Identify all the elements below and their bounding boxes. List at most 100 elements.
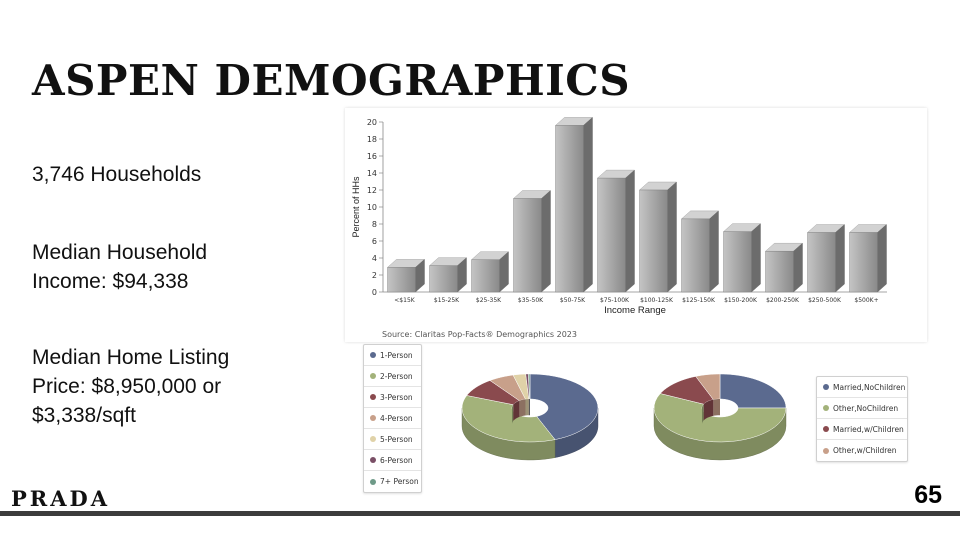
median-listing-line-2: Price: $8,950,000 or [32,375,222,398]
legend-label: 6-Person [380,455,413,465]
x-axis-title: Income Range [604,305,666,316]
bar-$15-25K [428,257,468,293]
x-tick-label: $125-150K [682,297,716,304]
households-stat: 3,746 Households [32,160,201,189]
bar-side-face [583,116,593,293]
x-tick-label: <$15K [394,297,415,304]
bar-side-face [541,190,551,293]
legend-item[interactable]: 4-Person [364,408,421,429]
bar-front-face [555,125,584,293]
y-tick-label: 18 [367,135,377,144]
y-axis-title: Percent of HHs [351,176,361,238]
legend-swatch [370,436,376,442]
bar-front-face [681,218,710,293]
income-bar-chart: 0 2 4 6 8 10 12 14 16 18 20 Percent of HHs Income Ra… [351,116,888,316]
bar-$250-500K [806,224,846,293]
legend-swatch [370,478,376,485]
legend-label: Married,w/Children [833,424,904,434]
households-text: 3,746 Households [32,163,202,186]
y-tick-label: 0 [372,288,377,297]
legend-item[interactable]: Married,NoChildren [817,377,907,398]
legend-item[interactable]: 7+ Person [364,471,421,492]
legend-swatch [370,352,376,358]
x-tick-label: $100-125K [640,297,674,304]
chart-source-note: Source: Claritas Pop-Facts® Demographics… [382,330,577,339]
y-tick-label: 16 [367,152,377,161]
bar-side-face [835,224,845,293]
donut-inner-Married,w/Children [703,399,714,421]
donut-inner-Other,w/Children [713,399,720,416]
bar-front-face [387,267,416,293]
bar-$150-200K [722,223,762,293]
bar-side-face [625,169,635,293]
y-tick-label: 8 [372,220,377,229]
legend-swatch [823,447,829,454]
legend-item[interactable]: Married,w/Children [817,419,907,440]
bar-$75-100K [596,169,636,293]
x-tick-label: $15-25K [434,297,460,304]
bar-$100-125K [638,181,678,293]
bar-front-face [639,189,668,293]
bar-<$15K [386,258,426,293]
legend-swatch [370,415,376,421]
y-tick-label: 2 [372,271,377,280]
donut-inner-5-Person [525,399,529,416]
legend-item[interactable]: 6-Person [364,450,421,471]
bar-$35-50K [512,190,552,293]
legend-swatch [823,405,829,411]
y-tick-label: 10 [367,203,377,212]
legend-item[interactable]: 5-Person [364,429,421,450]
bar-front-face [765,250,794,293]
legend-label: Other,NoChildren [833,403,899,413]
x-tick-label: $250-500K [808,297,842,304]
y-tick-label: 6 [372,237,377,246]
median-listing-stat: Median Home Listing Price: $8,950,000 or… [32,343,229,430]
y-tick-label: 20 [367,118,377,127]
donut-inner-Other,NoChildren [702,404,704,425]
bar-$50-75K [554,116,594,293]
median-income-line-1: Median Household [32,241,208,264]
legend-label: 2-Person [380,371,413,381]
prada-logo: PRADA [11,486,111,511]
bar-front-face [513,198,542,293]
x-tick-label: $25-35K [476,297,502,304]
donut-inner-6-Person [528,399,530,416]
legend-label: 7+ Person [380,477,419,486]
bar-side-face [667,181,677,293]
x-tick-label: $200-250K [766,297,800,304]
legend-swatch [370,373,376,379]
bar-front-face [723,231,752,293]
legend-swatch [370,394,376,400]
legend-swatch [823,384,829,390]
page-number: 65 [914,481,942,509]
legend-label: 1-Person [380,350,413,360]
x-tick-label: $500K+ [854,297,878,304]
y-tick-label: 14 [367,169,377,178]
legend-item[interactable]: 1-Person [364,345,421,366]
household-size-donut [461,373,599,461]
legend-swatch [823,426,829,432]
bar-front-face [849,232,878,293]
household-type-legend: Married,NoChildren Other,NoChildren Marrie… [816,376,908,462]
bar-front-face [597,177,626,293]
legend-item[interactable]: Other,w/Children [817,440,907,461]
bar-$125-150K [680,210,720,293]
bar-$200-250K [764,242,804,293]
median-income-stat: Median Household Income: $94,338 [32,238,207,296]
bar-$25-35K [470,251,510,293]
legend-item[interactable]: 2-Person [364,366,421,387]
bar-side-face [709,210,719,293]
bar-$500K+ [848,224,888,293]
bar-side-face [751,223,761,293]
legend-swatch [370,457,376,463]
x-tick-label: $35-50K [518,297,544,304]
bar-side-face [877,224,887,293]
legend-item[interactable]: 3-Person [364,387,421,408]
y-tick-label: 4 [372,254,377,263]
donut-inner-4-Person [519,399,526,417]
x-tick-label: $75-100K [600,297,630,304]
donut-slice-Married,NoChildren [719,373,787,409]
median-income-line-2: Income: $94,338 [32,270,189,293]
legend-item[interactable]: Other,NoChildren [817,398,907,419]
income-chart-panel: 0 2 4 6 8 10 12 14 16 18 20 Percent of HHs Income Ra… [345,108,927,342]
